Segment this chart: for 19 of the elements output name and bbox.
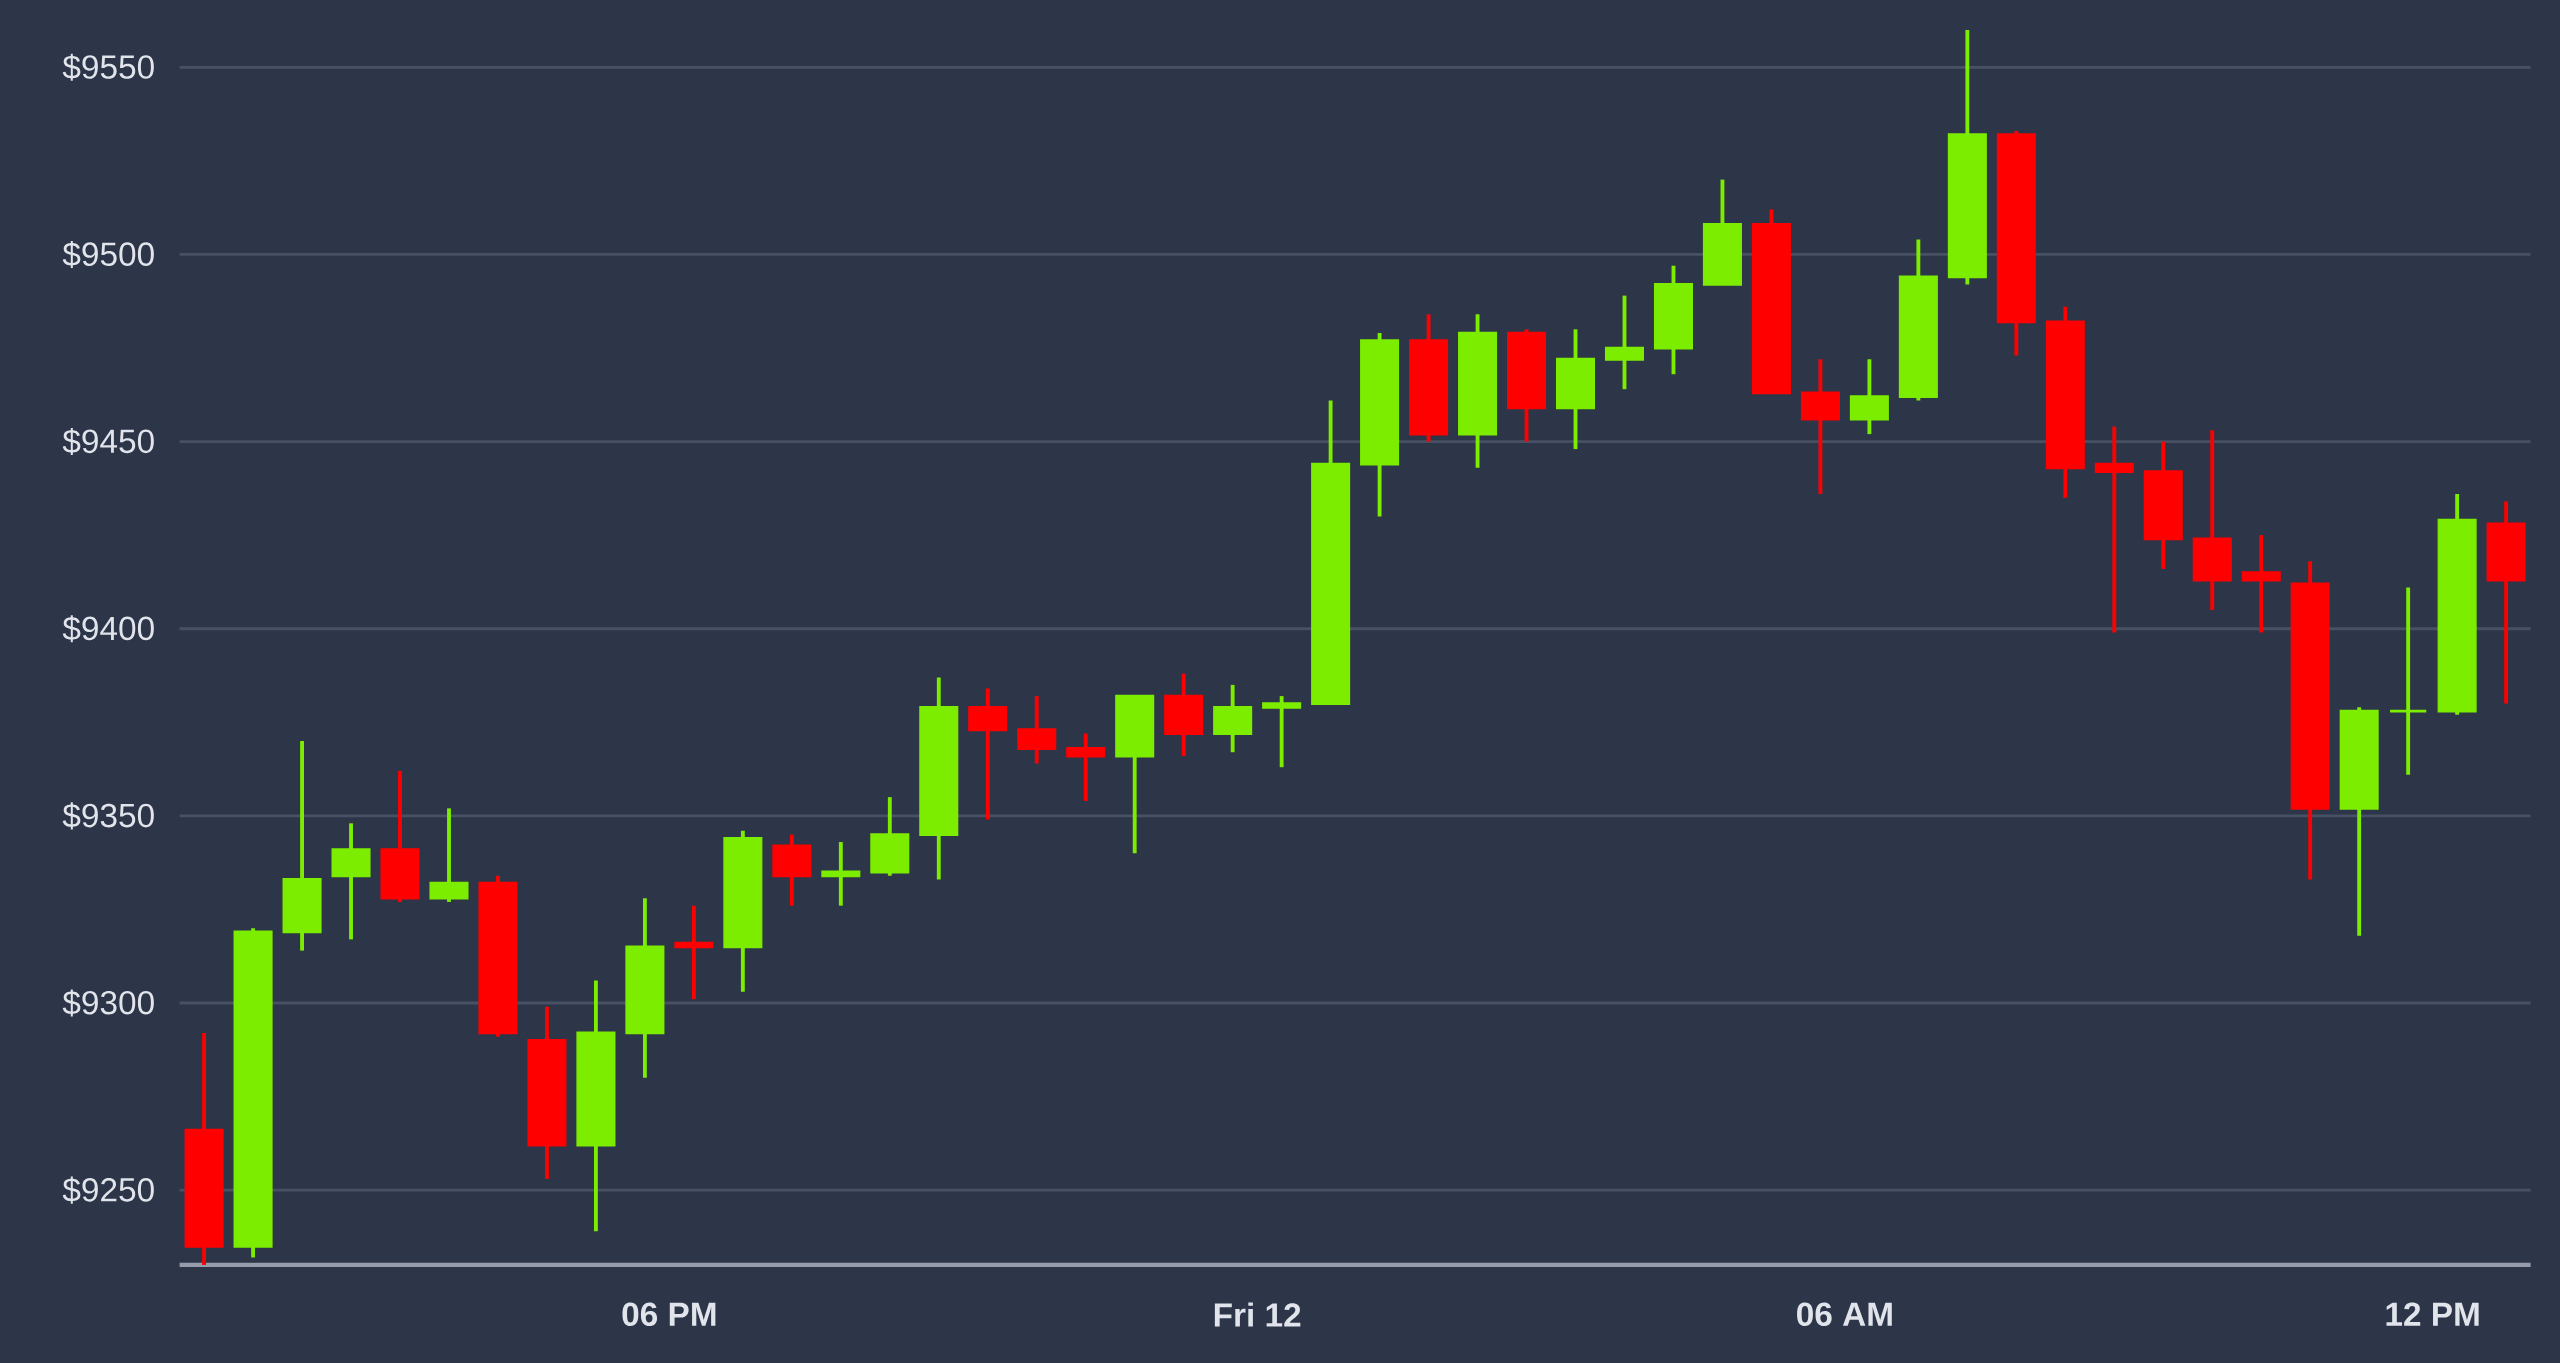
y-tick-label: $9550 [62, 53, 154, 81]
y-tick-label: $9250 [62, 1176, 154, 1204]
candlestick [821, 842, 861, 906]
y-tick-label: $9350 [62, 802, 154, 830]
x-tick-label: 12 PM [2386, 1302, 2479, 1326]
candlestick [2094, 426, 2134, 633]
y-tick-label: $9400 [62, 615, 154, 643]
y-tick-label: $9300 [62, 989, 154, 1017]
candlestick [1262, 696, 1302, 768]
candlestick [674, 905, 714, 1000]
candlestick [2241, 535, 2281, 633]
x-tick-label: Fri 12 [1214, 1302, 1301, 1327]
x-tick-label: 06 PM [622, 1302, 716, 1327]
y-tick-label: $9450 [62, 428, 154, 456]
candlestick [1066, 733, 1106, 801]
y-tick-label: $9500 [62, 240, 154, 268]
candlestick [1604, 295, 1645, 390]
candlestick [2388, 587, 2428, 775]
x-tick-label: 06 AM [1797, 1302, 1892, 1327]
